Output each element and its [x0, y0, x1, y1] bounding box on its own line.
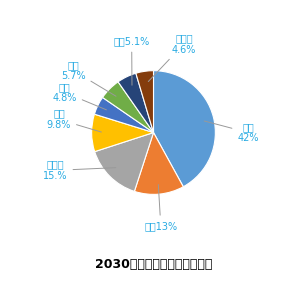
- Text: 生物质
4.6%: 生物质 4.6%: [148, 33, 196, 81]
- Wedge shape: [154, 71, 215, 187]
- Wedge shape: [134, 133, 183, 194]
- Wedge shape: [95, 133, 154, 191]
- Wedge shape: [95, 98, 154, 133]
- Text: 光伏5.1%: 光伏5.1%: [114, 37, 150, 85]
- Text: 核电
4.8%: 核电 4.8%: [52, 82, 107, 110]
- Text: 石油13%: 石油13%: [144, 185, 177, 231]
- Wedge shape: [92, 114, 154, 152]
- Text: 风电
5.7%: 风电 5.7%: [61, 60, 116, 96]
- Text: 水电
9.8%: 水电 9.8%: [47, 109, 101, 132]
- Text: 2030年中国一次能源分类占比: 2030年中国一次能源分类占比: [95, 258, 212, 271]
- Text: 天然气
15.%: 天然气 15.%: [43, 160, 116, 181]
- Wedge shape: [136, 71, 154, 133]
- Wedge shape: [118, 73, 154, 133]
- Wedge shape: [103, 82, 154, 133]
- Text: 煤炭
42%: 煤炭 42%: [204, 121, 259, 143]
